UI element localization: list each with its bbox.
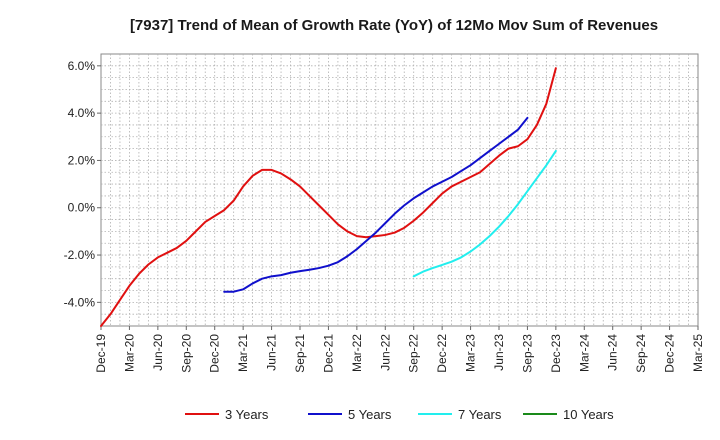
x-tick-label: Dec-23 (549, 334, 563, 373)
x-tick-label: Mar-24 (577, 334, 591, 372)
legend: 3 Years 5 Years 7 Years 10 Years (185, 407, 614, 422)
x-tick-label: Jun-24 (606, 334, 620, 371)
x-tick-label: Mar-22 (350, 334, 364, 372)
legend-label: 5 Years (348, 407, 392, 422)
x-tick-label: Dec-20 (208, 334, 222, 373)
series-line-7-years (412, 149, 557, 278)
x-tick-label: Dec-21 (321, 334, 335, 373)
x-tick-label: Dec-22 (435, 334, 449, 373)
plot-area (100, 53, 699, 327)
chart-title: [7937] Trend of Mean of Growth Rate (YoY… (130, 17, 658, 34)
x-tick-label: Jun-22 (378, 334, 392, 371)
x-tick-label: Sep-21 (293, 334, 307, 373)
y-tick-label: 2.0% (68, 153, 96, 167)
x-tick-label: Mar-21 (236, 334, 250, 372)
legend-label: 7 Years (458, 407, 502, 422)
series-line-3-years (100, 67, 557, 327)
x-tick-label: Jun-23 (492, 334, 506, 371)
x-tick-label: Mar-25 (691, 334, 705, 372)
grid (101, 54, 698, 326)
x-tick-label: Sep-23 (520, 334, 534, 373)
y-tick-label: 6.0% (68, 59, 96, 73)
x-tick-label: Jun-20 (151, 334, 165, 371)
y-tick-label: 4.0% (68, 106, 96, 120)
y-axis-ticks: -4.0% -2.0% 0.0% 2.0% 4.0% 6.0% (64, 59, 101, 309)
x-tick-label: Sep-24 (634, 334, 648, 373)
x-tick-label: Mar-23 (464, 334, 478, 372)
y-tick-label: -2.0% (64, 248, 96, 262)
x-tick-label: Sep-22 (407, 334, 421, 373)
x-axis-ticks: Dec-19 Mar-20 Jun-20 Sep-20 Dec-20 Mar-21 Jun-… (94, 326, 705, 373)
x-tick-label: Jun-21 (265, 334, 279, 371)
y-tick-label: 0.0% (68, 201, 96, 215)
x-tick-label: Dec-19 (94, 334, 108, 373)
legend-label: 10 Years (563, 407, 614, 422)
x-tick-label: Mar-20 (122, 334, 136, 372)
x-tick-label: Sep-20 (179, 334, 193, 373)
x-tick-label: Dec-24 (663, 334, 677, 373)
series-lines (100, 67, 557, 327)
series-line-5-years (223, 116, 529, 293)
y-tick-label: -4.0% (64, 295, 96, 309)
legend-label: 3 Years (225, 407, 269, 422)
